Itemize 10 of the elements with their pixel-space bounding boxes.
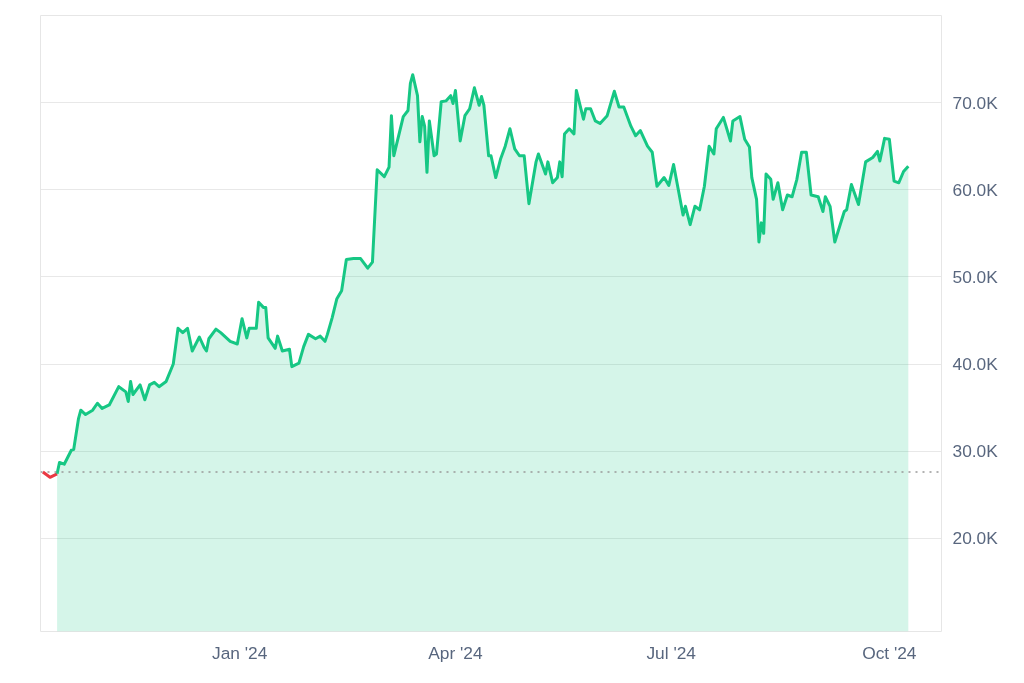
y-tick-label: 20.0K [952, 528, 999, 549]
y-tick-label: 70.0K [952, 92, 999, 113]
y-tick-label: 60.0K [952, 179, 999, 200]
y-tick-label: 40.0K [952, 354, 999, 375]
y-tick-label: 50.0K [952, 266, 999, 287]
x-tick-label: Jan '24 [212, 642, 268, 663]
x-tick-label: Apr '24 [428, 642, 483, 663]
y-tick-label: 30.0K [952, 441, 999, 462]
x-tick-label: Oct '24 [862, 642, 917, 663]
x-tick-label: Jul '24 [646, 642, 697, 663]
